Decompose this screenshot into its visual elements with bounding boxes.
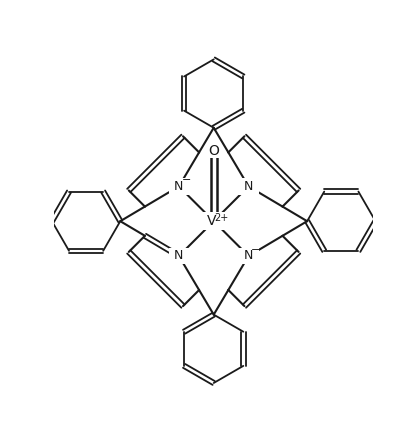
Bar	[169, 248, 189, 264]
Bar	[201, 212, 226, 230]
Text: N: N	[244, 180, 253, 193]
Text: −: −	[251, 244, 261, 254]
Text: 2+: 2+	[214, 212, 229, 223]
Bar	[239, 248, 259, 264]
Text: O: O	[208, 144, 219, 158]
Text: −: −	[181, 175, 191, 185]
Text: N: N	[174, 180, 183, 193]
Text: N: N	[174, 250, 183, 262]
Bar	[206, 143, 221, 158]
Bar	[239, 178, 259, 194]
Text: V: V	[207, 214, 217, 228]
Text: N: N	[244, 250, 253, 262]
Bar	[169, 178, 189, 194]
